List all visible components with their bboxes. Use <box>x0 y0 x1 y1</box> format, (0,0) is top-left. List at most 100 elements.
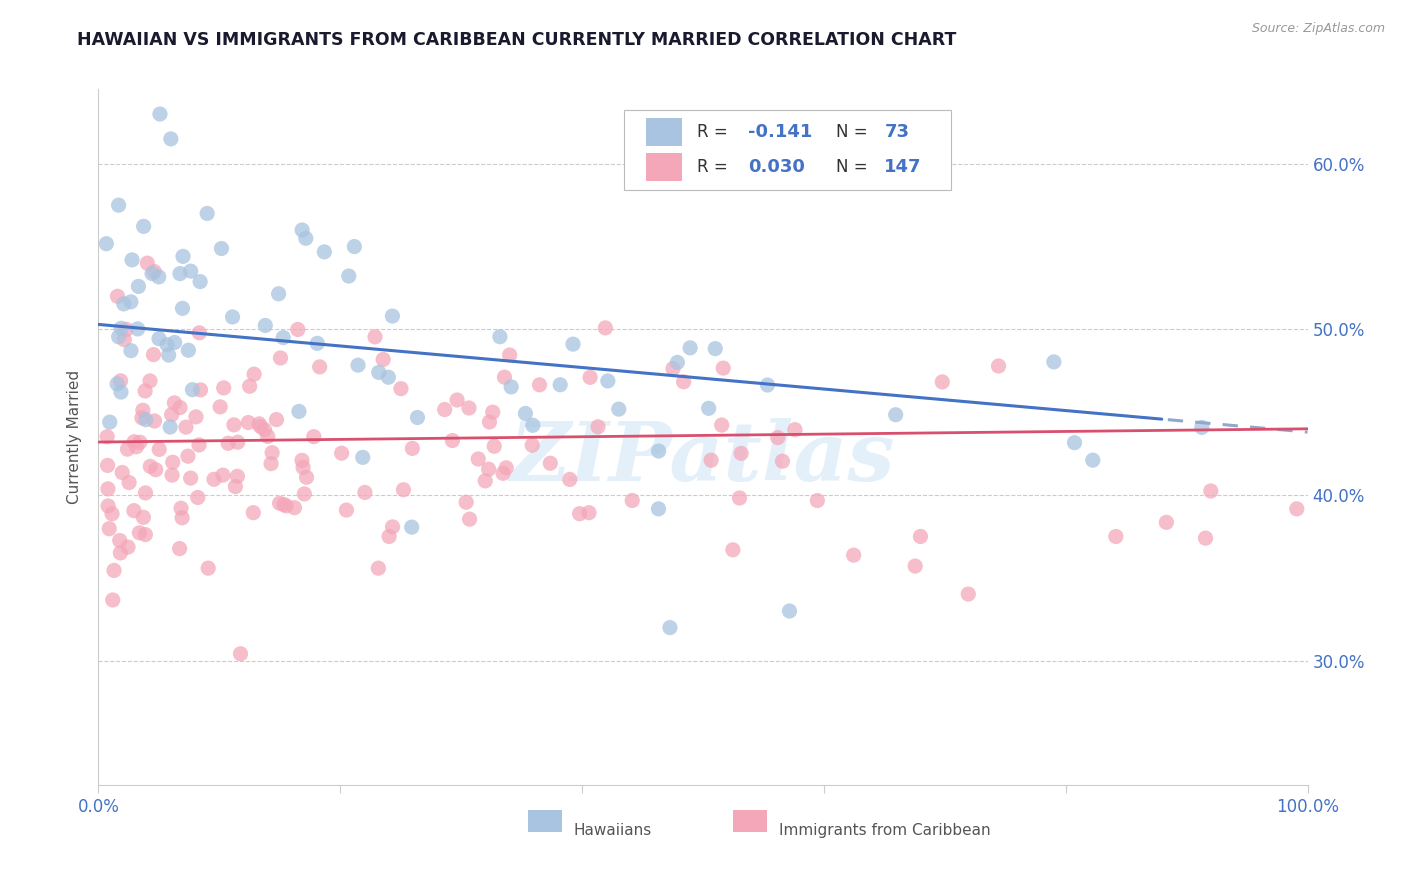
Point <box>1043 355 1066 369</box>
Point <box>456 495 478 509</box>
Point <box>262 446 284 460</box>
Point <box>291 453 314 467</box>
Point <box>271 330 294 344</box>
Point <box>156 337 179 351</box>
Point <box>132 219 155 234</box>
Point <box>558 472 581 486</box>
Point <box>188 326 211 340</box>
Point <box>125 440 148 454</box>
Text: HAWAIIAN VS IMMIGRANTS FROM CARIBBEAN CURRENTLY MARRIED CORRELATION CHART: HAWAIIAN VS IMMIGRANTS FROM CARIBBEAN CU… <box>77 31 956 49</box>
Text: N =: N = <box>837 158 873 176</box>
Point <box>229 647 252 661</box>
Point <box>522 438 544 452</box>
Point <box>700 453 723 467</box>
Point <box>529 377 551 392</box>
Point <box>596 374 619 388</box>
Point <box>224 479 246 493</box>
Point <box>1199 483 1222 498</box>
Point <box>226 435 249 450</box>
FancyBboxPatch shape <box>527 810 561 832</box>
Point <box>679 341 702 355</box>
Point <box>249 419 271 434</box>
Point <box>136 256 159 270</box>
Point <box>647 501 669 516</box>
Point <box>548 377 571 392</box>
Point <box>188 438 211 452</box>
Point <box>406 410 429 425</box>
Point <box>180 471 202 485</box>
Point <box>276 499 298 513</box>
Point <box>181 383 204 397</box>
Point <box>174 420 197 434</box>
Point <box>266 412 288 426</box>
Point <box>238 416 260 430</box>
Point <box>243 367 266 381</box>
Point <box>273 498 295 512</box>
Point <box>162 455 184 469</box>
Point <box>107 289 129 303</box>
Point <box>381 309 404 323</box>
Point <box>779 604 801 618</box>
Point <box>335 503 357 517</box>
FancyBboxPatch shape <box>624 110 950 190</box>
Point <box>295 470 318 484</box>
Point <box>96 236 118 251</box>
Point <box>96 430 118 444</box>
Point <box>1081 453 1104 467</box>
Point <box>658 621 681 635</box>
Y-axis label: Currently Married: Currently Married <box>67 370 83 504</box>
Point <box>242 506 264 520</box>
Point <box>367 365 389 379</box>
Point <box>756 378 779 392</box>
Point <box>291 223 314 237</box>
Point <box>139 374 162 388</box>
Point <box>481 405 503 419</box>
Point <box>578 506 600 520</box>
Point <box>1285 501 1308 516</box>
FancyBboxPatch shape <box>734 810 768 832</box>
Point <box>115 322 138 336</box>
FancyBboxPatch shape <box>647 153 682 181</box>
Point <box>170 501 193 516</box>
Point <box>127 279 149 293</box>
Point <box>283 500 305 515</box>
Text: Immigrants from Caribbean: Immigrants from Caribbean <box>779 823 991 838</box>
Point <box>142 348 165 362</box>
Point <box>267 286 290 301</box>
Point <box>931 375 953 389</box>
Point <box>134 486 156 500</box>
Point <box>254 318 277 333</box>
Point <box>159 420 181 434</box>
Point <box>515 407 537 421</box>
Point <box>1063 435 1085 450</box>
Point <box>211 242 233 256</box>
Point <box>202 472 225 486</box>
Point <box>347 358 370 372</box>
Point <box>135 412 157 426</box>
Point <box>586 419 609 434</box>
Point <box>287 322 309 336</box>
Point <box>343 239 366 253</box>
Point <box>728 491 751 505</box>
Point <box>770 454 793 468</box>
Text: Source: ZipAtlas.com: Source: ZipAtlas.com <box>1251 22 1385 36</box>
Point <box>1105 529 1128 543</box>
Point <box>163 335 186 350</box>
Point <box>110 374 132 388</box>
Point <box>111 466 134 480</box>
Point <box>501 380 523 394</box>
Point <box>1156 516 1178 530</box>
Point <box>381 520 404 534</box>
Point <box>184 409 207 424</box>
Point <box>141 267 163 281</box>
Point <box>330 446 353 460</box>
Point <box>522 418 544 433</box>
Point <box>107 330 129 344</box>
Point <box>190 383 212 397</box>
Point <box>482 439 505 453</box>
Point <box>377 370 399 384</box>
Point <box>495 460 517 475</box>
Point <box>446 392 468 407</box>
Point <box>209 400 232 414</box>
Point <box>389 382 412 396</box>
